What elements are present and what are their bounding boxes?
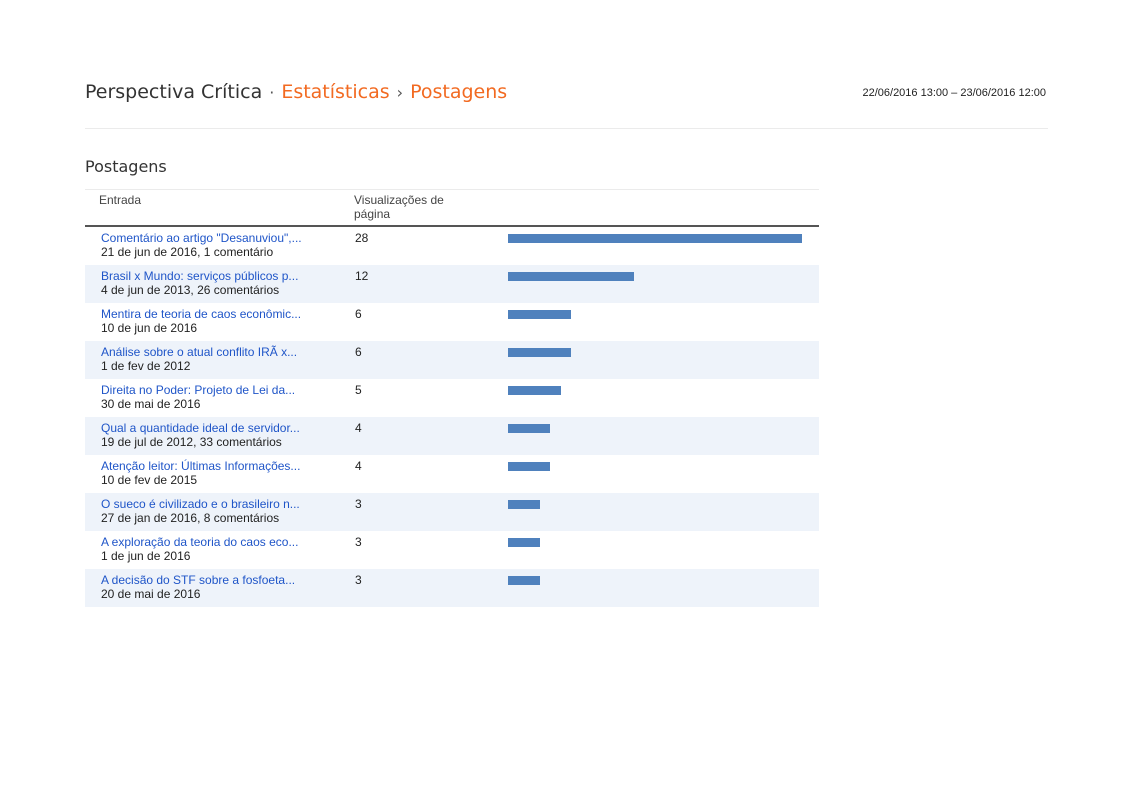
post-meta: 27 de jan de 2016, 8 comentários	[101, 511, 280, 525]
post-meta: 1 de fev de 2012	[101, 359, 191, 373]
breadcrumb-arrow: ›	[396, 83, 404, 102]
breadcrumb-stats-link[interactable]: Estatísticas	[281, 81, 390, 103]
table-row: Brasil x Mundo: serviços públicos p... 4 …	[85, 265, 819, 303]
views-bar	[508, 234, 802, 243]
post-title-link[interactable]: Comentário ao artigo "Desanuviou",...	[101, 231, 302, 245]
post-meta: 19 de jul de 2012, 33 comentários	[101, 435, 282, 449]
post-meta: 1 de jun de 2016	[101, 549, 191, 563]
table-row: Atenção leitor: Últimas Informações... 10…	[85, 455, 819, 493]
post-title-link[interactable]: Mentira de teoria de caos econômic...	[101, 307, 302, 321]
table-row: A decisão do STF sobre a fosfoeta... 20 d…	[85, 569, 819, 607]
post-meta: 21 de jun de 2016, 1 comentário	[101, 245, 274, 259]
views-bar	[508, 386, 561, 395]
views-bar	[508, 272, 634, 281]
views-bar	[508, 576, 540, 585]
post-meta: 30 de mai de 2016	[101, 397, 201, 411]
post-title-link[interactable]: Atenção leitor: Últimas Informações...	[101, 459, 301, 473]
table-row: O sueco é civilizado e o brasileiro n...…	[85, 493, 819, 531]
column-header-views: Visualizações de página	[354, 193, 444, 221]
post-views: 3	[355, 497, 362, 511]
table-row: A exploração da teoria do caos eco... 1 d…	[85, 531, 819, 569]
posts-table: Entrada Visualizações de página Comentár…	[85, 189, 819, 607]
post-meta: 10 de fev de 2015	[101, 473, 198, 487]
post-title-link[interactable]: O sueco é civilizado e o brasileiro n...	[101, 497, 300, 511]
post-views: 4	[355, 421, 362, 435]
column-header-entry: Entrada	[99, 193, 142, 207]
views-bar	[508, 310, 571, 319]
table-row: Direita no Poder: Projeto de Lei da... 30…	[85, 379, 819, 417]
table-body: Comentário ao artigo "Desanuviou",... 21 …	[85, 227, 819, 607]
page-header: Perspectiva Crítica · Estatísticas › Postage…	[85, 78, 1048, 129]
post-views: 3	[355, 535, 362, 549]
breadcrumb-separator: ·	[269, 83, 275, 102]
breadcrumb-current: Postagens	[410, 81, 508, 103]
date-range: 22/06/2016 13:00 – 23/06/2016 12:00	[862, 87, 1046, 99]
views-bar	[508, 424, 550, 433]
post-views: 6	[355, 345, 362, 359]
section-title: Postagens	[85, 157, 167, 176]
site-title[interactable]: Perspectiva Crítica	[85, 81, 263, 103]
post-title-link[interactable]: Qual a quantidade ideal de servidor...	[101, 421, 300, 435]
post-views: 4	[355, 459, 362, 473]
post-title-link[interactable]: Brasil x Mundo: serviços públicos p...	[101, 269, 299, 283]
table-row: Análise sobre o atual conflito IRÃ x... 1…	[85, 341, 819, 379]
post-title-link[interactable]: Direita no Poder: Projeto de Lei da...	[101, 383, 296, 397]
views-bar	[508, 500, 540, 509]
post-title-link[interactable]: A decisão do STF sobre a fosfoeta...	[101, 573, 296, 587]
post-meta: 10 de jun de 2016	[101, 321, 198, 335]
table-row: Mentira de teoria de caos econômic... 10 …	[85, 303, 819, 341]
post-title-link[interactable]: Análise sobre o atual conflito IRÃ x...	[101, 345, 298, 359]
views-bar	[508, 538, 540, 547]
post-views: 28	[355, 231, 369, 245]
breadcrumb: Perspectiva Crítica · Estatísticas › Postage…	[85, 81, 507, 103]
post-meta: 20 de mai de 2016	[101, 587, 201, 601]
table-row: Qual a quantidade ideal de servidor... 19…	[85, 417, 819, 455]
table-row: Comentário ao artigo "Desanuviou",... 21 …	[85, 227, 819, 265]
post-views: 5	[355, 383, 362, 397]
post-meta: 4 de jun de 2013, 26 comentários	[101, 283, 280, 297]
table-header: Entrada Visualizações de página	[85, 189, 819, 227]
post-title-link[interactable]: A exploração da teoria do caos eco...	[101, 535, 299, 549]
views-bar	[508, 348, 571, 357]
post-views: 12	[355, 269, 369, 283]
views-bar	[508, 462, 550, 471]
post-views: 3	[355, 573, 362, 587]
post-views: 6	[355, 307, 362, 321]
